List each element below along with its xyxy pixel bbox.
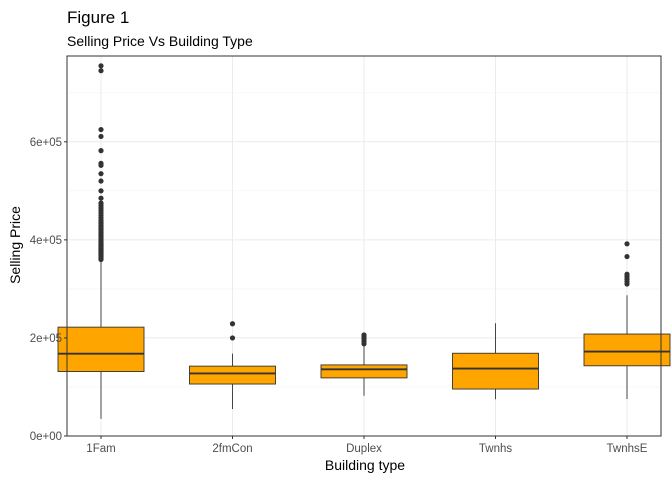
outlier-point — [98, 63, 104, 69]
plot-panel: 0e+00 2e+05 4e+05 6e+05 1Fam 2fmCon Duplex Twnh… — [30, 55, 671, 455]
x-tick-label: Duplex — [346, 443, 382, 455]
outlier-point — [98, 133, 104, 140]
box-2fmCon — [189, 365, 276, 385]
y-tick-label: 0e+00 — [30, 431, 62, 443]
box-Duplex — [320, 364, 408, 379]
y-axis-title: Selling Price — [7, 206, 23, 284]
outlier-point — [98, 200, 104, 206]
box-TwnhsE — [583, 333, 671, 367]
outlier-point — [98, 195, 104, 201]
y-tick-label: 4e+05 — [30, 235, 62, 247]
outlier-point — [98, 188, 104, 194]
chart-subtitle: Selling Price Vs Building Type — [67, 33, 253, 49]
outlier-point — [361, 332, 367, 338]
outlier-point — [624, 241, 630, 247]
outlier-point — [98, 178, 104, 184]
x-axis-title: Building type — [325, 457, 405, 473]
outlier-point — [624, 253, 630, 260]
chart-title: Figure 1 — [67, 8, 129, 27]
x-tick-label: TwnhsE — [607, 443, 648, 455]
outlier-point — [229, 335, 236, 341]
y-tick-label: 6e+05 — [30, 137, 62, 149]
outlier-point — [624, 271, 630, 277]
outlier-point — [98, 171, 104, 177]
outlier-point — [98, 148, 104, 154]
box-1Fam — [57, 326, 145, 372]
outlier-point — [98, 160, 104, 166]
x-tick-label: Twnhs — [479, 443, 512, 455]
y-tick-label: 2e+05 — [30, 333, 62, 345]
outlier-point — [98, 126, 104, 133]
outlier-point — [98, 68, 104, 74]
box-Twnhs — [452, 352, 539, 390]
x-tick-label: 2fmCon — [212, 443, 252, 455]
x-tick-label: 1Fam — [86, 443, 115, 455]
outlier-point — [229, 321, 236, 327]
